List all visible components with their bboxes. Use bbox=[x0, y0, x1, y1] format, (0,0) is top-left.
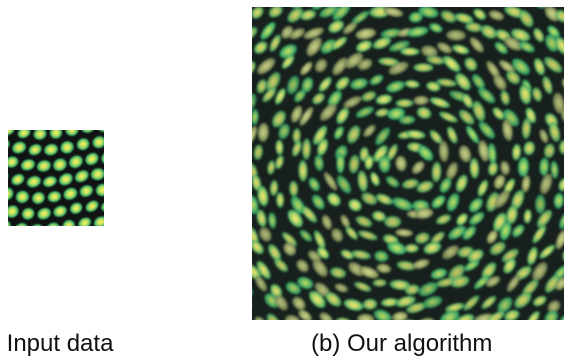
synthesized-texture-image bbox=[252, 7, 564, 320]
input-texture-svg bbox=[8, 130, 104, 226]
caption-input-data: ) Input data bbox=[0, 330, 113, 358]
caption-our-algorithm: (b) Our algorithm bbox=[311, 330, 492, 358]
texture-cell bbox=[336, 153, 344, 174]
input-texture-image bbox=[8, 130, 104, 226]
synthesized-texture-svg bbox=[252, 7, 564, 320]
